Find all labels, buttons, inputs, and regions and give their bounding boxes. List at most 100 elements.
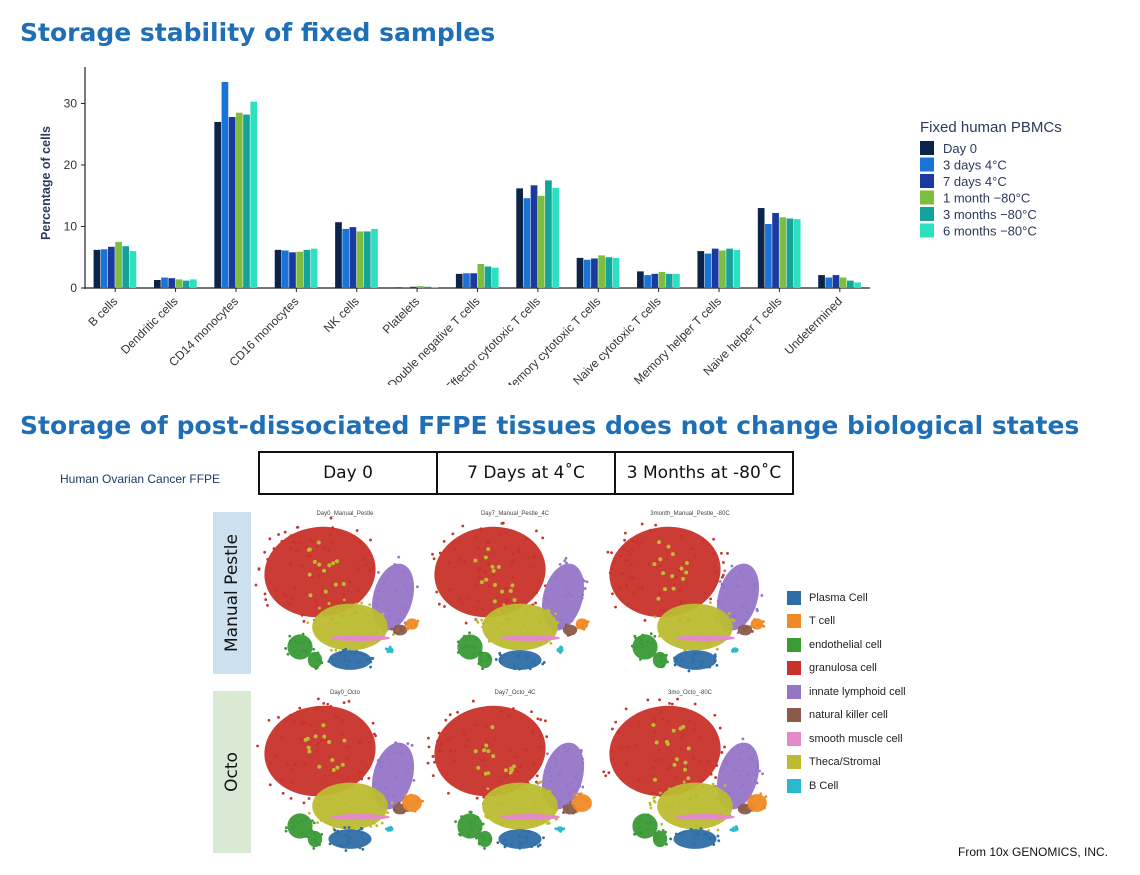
theca-cluster-dot xyxy=(519,630,523,633)
plasma-cluster-dot xyxy=(518,667,521,671)
plasma-cluster-dot xyxy=(696,833,700,837)
endothelial-cluster-dot xyxy=(312,647,316,651)
bar-6-2 xyxy=(470,273,477,288)
t-cell-cluster-dot xyxy=(756,623,759,627)
theca-cluster-dot xyxy=(384,629,388,632)
ilc-cluster-dot xyxy=(381,760,384,764)
smooth-muscle-cluster xyxy=(330,814,390,820)
theca-dot xyxy=(483,555,488,560)
theca-cluster-dot xyxy=(476,621,480,624)
umap-panel: Day0_Manual_Pestle xyxy=(254,511,420,670)
granulosa-cluster-dot xyxy=(517,546,521,550)
theca-cluster-dot xyxy=(682,780,686,784)
ilc-cluster-dot xyxy=(745,772,749,776)
granulosa-cluster-dot xyxy=(681,561,685,565)
ilc-cluster-dot xyxy=(755,765,759,768)
theca-cluster-dot xyxy=(668,787,671,791)
granulosa-cluster-dot xyxy=(466,738,469,742)
granulosa-cluster-dot xyxy=(504,775,508,779)
theca-cluster-dot xyxy=(681,611,685,615)
bar-5-1 xyxy=(402,287,410,288)
endothelial-cluster xyxy=(632,813,658,839)
plasma-cluster-dot xyxy=(348,836,352,840)
theca-cluster-dot xyxy=(707,787,710,791)
granulosa-cluster-dot xyxy=(289,546,293,550)
plasma-cluster-dot xyxy=(498,653,502,657)
endothelial-cluster-dot xyxy=(664,830,667,834)
theca-cluster-dot xyxy=(323,811,327,815)
granulosa-cluster-dot xyxy=(720,551,723,555)
endothelial-cluster-dot xyxy=(488,656,492,660)
endothelial-cluster-dot xyxy=(293,650,297,654)
bar-8-0 xyxy=(576,257,584,288)
granulosa-cluster-dot xyxy=(709,772,713,776)
granulosa-cluster-dot xyxy=(533,554,536,558)
theca-dot xyxy=(306,745,311,750)
granulosa-cluster-dot xyxy=(461,601,464,605)
ilc-cluster-dot xyxy=(564,594,568,598)
ilc-cluster xyxy=(716,742,760,810)
endothelial-cluster-dot xyxy=(312,846,316,850)
granulosa-cluster-dot xyxy=(432,557,436,561)
granulosa-cluster-dot xyxy=(309,539,313,542)
theca-cluster-dot xyxy=(649,806,653,810)
ilc-cluster-dot xyxy=(406,742,410,745)
granulosa-cluster-dot xyxy=(616,731,620,734)
endothelial-cluster-dot xyxy=(481,667,485,671)
granulosa-cluster-dot xyxy=(532,761,536,764)
endothelial-cluster-dot xyxy=(481,822,485,826)
theca-dot xyxy=(661,571,666,576)
theca-cluster-dot xyxy=(369,824,373,828)
bar-0-2 xyxy=(107,246,115,288)
granulosa-cluster-dot xyxy=(431,552,434,556)
granulosa-cluster-dot xyxy=(310,724,314,728)
ilc-cluster-dot xyxy=(755,781,759,785)
ilc-cluster-dot xyxy=(553,793,557,797)
plasma-cluster-dot xyxy=(509,842,513,846)
endothelial-cluster-dot xyxy=(318,843,321,847)
granulosa-cluster-dot xyxy=(626,549,630,553)
plasma-cluster-dot xyxy=(528,667,532,671)
granulosa-cluster-dot xyxy=(534,601,538,605)
ilc-cluster-dot xyxy=(376,604,379,608)
granulosa-cluster-dot xyxy=(606,550,610,554)
t-cell-cluster-dot xyxy=(413,809,417,813)
granulosa-cluster-dot xyxy=(651,774,655,778)
umap-panel-title: Day0_Manual_Pestle xyxy=(316,511,374,517)
bar-3-0 xyxy=(274,249,282,288)
plasma-cluster-dot xyxy=(496,841,500,845)
theca-cluster-dot xyxy=(380,821,384,825)
plasma-cluster-dot xyxy=(352,651,356,655)
granulosa-cluster-dot xyxy=(447,561,451,565)
theca-cluster-dot xyxy=(356,632,359,636)
granulosa-cluster-dot xyxy=(280,539,284,543)
granulosa-cluster-dot xyxy=(504,587,508,590)
plasma-cluster-dot xyxy=(499,656,503,660)
ilc-cluster-dot xyxy=(578,784,581,788)
theca-dot xyxy=(678,726,683,731)
theca-cluster-dot xyxy=(727,620,730,624)
ilc-cluster-dot xyxy=(738,774,741,778)
endothelial-cluster-dot xyxy=(294,639,297,643)
t-cell-cluster-dot xyxy=(404,623,408,627)
granulosa-cluster-dot xyxy=(487,541,491,544)
endothelial-cluster-dot xyxy=(296,821,300,825)
granulosa-cluster-dot xyxy=(636,587,640,591)
endothelial-cluster-dot xyxy=(655,832,658,836)
theca-cluster-dot xyxy=(659,633,663,637)
plasma-cluster-dot xyxy=(694,666,698,670)
granulosa-cluster-dot xyxy=(661,717,665,721)
condition-3months: 3 Months at -80˚C xyxy=(614,453,792,493)
plasma-cluster-dot xyxy=(542,836,545,840)
theca-dot xyxy=(512,597,517,602)
granulosa-cluster-dot xyxy=(539,745,543,749)
endothelial-cluster-dot xyxy=(666,660,669,664)
granulosa-cluster-dot xyxy=(625,762,629,766)
granulosa-cluster-dot xyxy=(298,541,302,545)
granulosa-cluster-dot xyxy=(511,575,515,579)
theca-cluster-dot xyxy=(354,602,358,606)
cell-legend-item: granulosa cell xyxy=(787,657,906,681)
bar-7-2 xyxy=(530,185,538,288)
theca-dot xyxy=(322,568,327,573)
theca-cluster-dot xyxy=(497,621,501,625)
